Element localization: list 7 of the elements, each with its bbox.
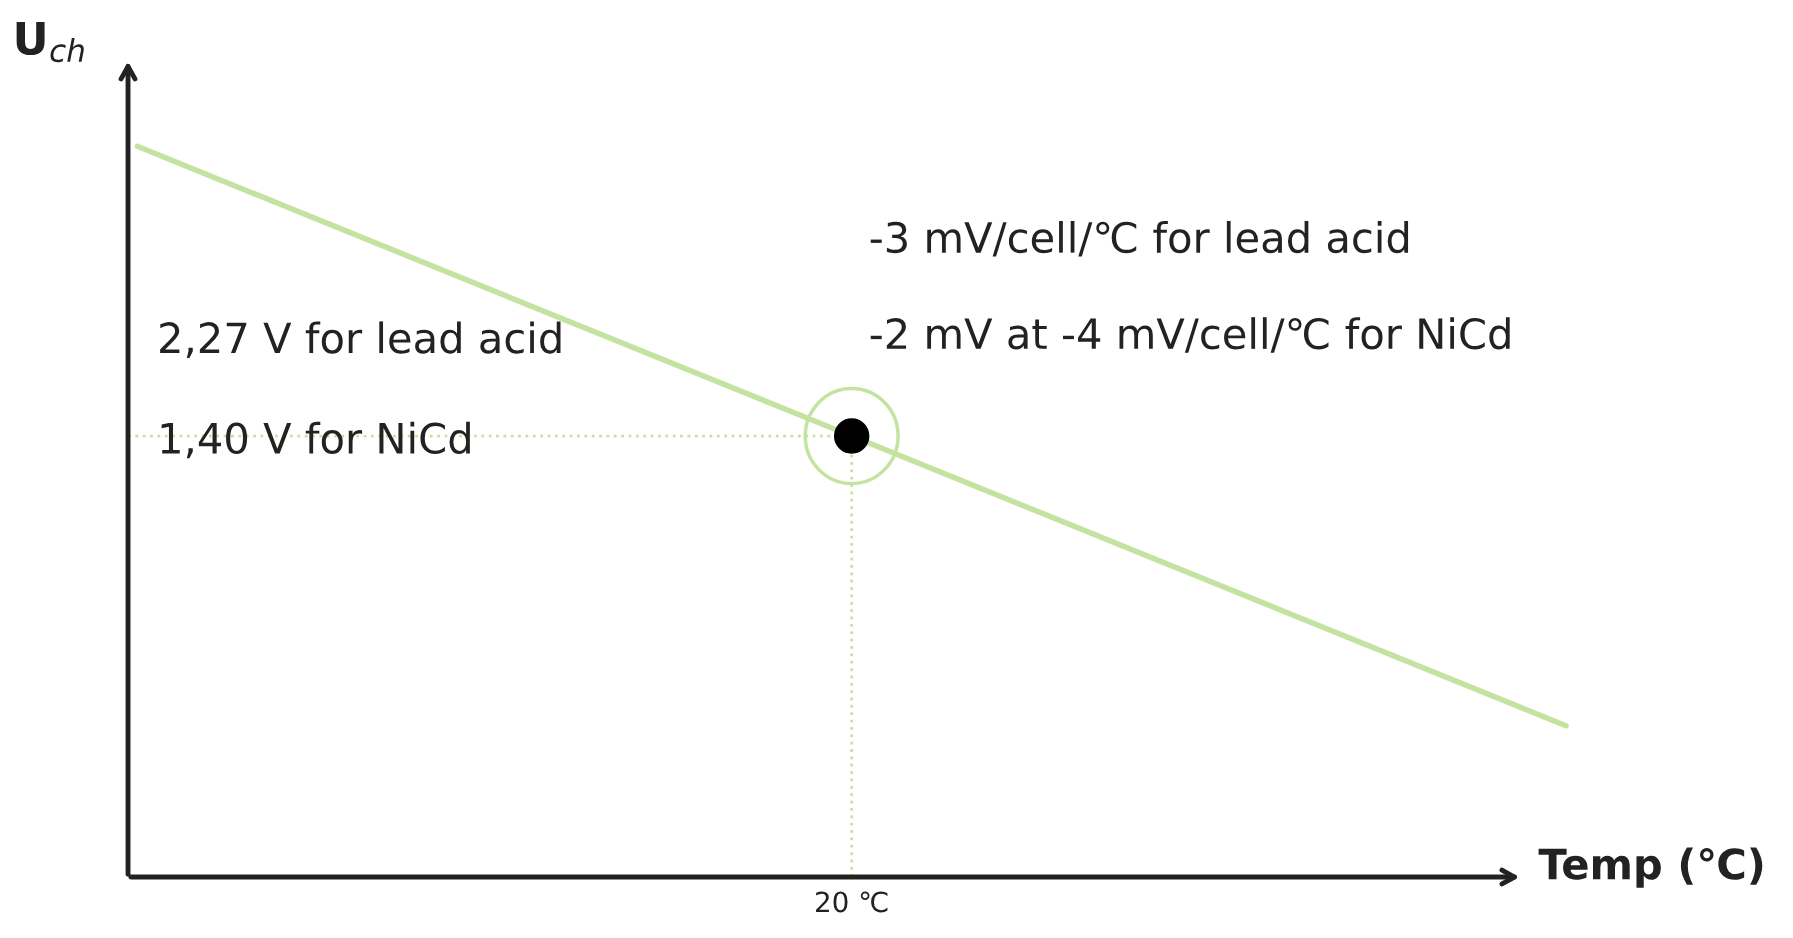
annotation: -3 mV/cell/℃ for lead acid — [870, 220, 1409, 257]
text: 20 ℃ — [816, 891, 888, 913]
annotation: -2 mV at -4 mV/cell/℃ for NiCd — [870, 317, 1510, 353]
annotation: 1,40 V for NiCd — [161, 421, 470, 459]
annotation: 2,27 V for lead acid — [160, 321, 561, 358]
y-axis-title: U$_{ch}$ — [16, 22, 84, 63]
x-axis-title: Temp (℃) — [1538, 847, 1763, 888]
